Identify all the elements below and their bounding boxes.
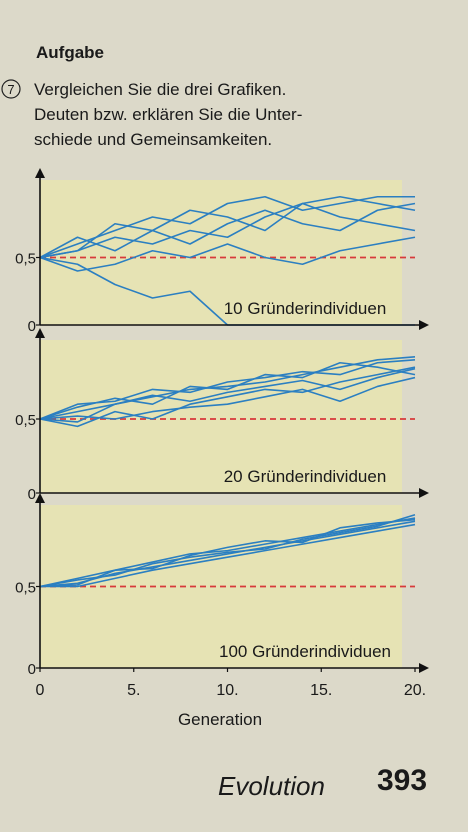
line-series xyxy=(39,202,416,259)
annotation: 100 Gründerindividuen xyxy=(219,642,391,661)
line-series xyxy=(40,523,416,588)
y-tick-label: 0,5 xyxy=(15,412,36,429)
y-axis-arrow xyxy=(35,493,45,503)
x-tick-label: 5. xyxy=(127,682,140,699)
line-series xyxy=(39,361,416,420)
line-series xyxy=(39,367,416,423)
x-tick-label: 15. xyxy=(310,682,332,699)
y-tick-label: 0,5 xyxy=(15,580,36,597)
x-axis-arrow xyxy=(419,320,429,330)
line-series xyxy=(39,518,416,588)
line-series xyxy=(39,195,416,259)
task-line: schiede und Gemeinsamkeiten. xyxy=(34,130,272,149)
line-series xyxy=(39,195,415,259)
x-axis-arrow xyxy=(419,488,429,498)
annotation: 10 Gründerindividuen xyxy=(224,299,387,318)
heading: Aufgabe xyxy=(36,43,104,62)
x-tick-label: 20. xyxy=(404,682,426,699)
y-tick-label: 0 xyxy=(28,661,36,678)
y-tick-label: 0,5 xyxy=(15,251,36,268)
task-line: Deuten bzw. erklären Sie die Unter- xyxy=(34,105,302,124)
x-axis-label: Generation xyxy=(178,710,262,729)
line-series xyxy=(39,202,416,259)
y-axis-arrow xyxy=(35,328,45,338)
footer-section: Evolution xyxy=(218,771,325,801)
y-axis-arrow xyxy=(35,168,45,178)
task-number: 7 xyxy=(7,82,14,97)
annotation: 20 Gründerindividuen xyxy=(224,467,387,486)
charts: 0 0,5 10 Gründerindividuen 0 0,5 20 Gründerin… xyxy=(15,168,429,729)
x-axis-arrow xyxy=(419,663,429,673)
line-series xyxy=(39,517,416,588)
line-series xyxy=(39,376,416,420)
line-series xyxy=(39,359,416,420)
line-series xyxy=(39,366,416,428)
line-series xyxy=(39,236,416,272)
x-tick-label: 10. xyxy=(216,682,238,699)
line-series xyxy=(39,514,416,588)
task-number-circle xyxy=(1,79,21,99)
y-tick-label: 0 xyxy=(28,318,36,335)
y-tick-label: 0 xyxy=(28,486,36,503)
plot-background xyxy=(40,340,402,493)
footer-page: 393 xyxy=(377,764,427,797)
x-tick-label: 0 xyxy=(36,682,45,699)
task-line: Vergleichen Sie die drei Grafiken. xyxy=(34,80,286,99)
plot-background xyxy=(40,180,402,325)
